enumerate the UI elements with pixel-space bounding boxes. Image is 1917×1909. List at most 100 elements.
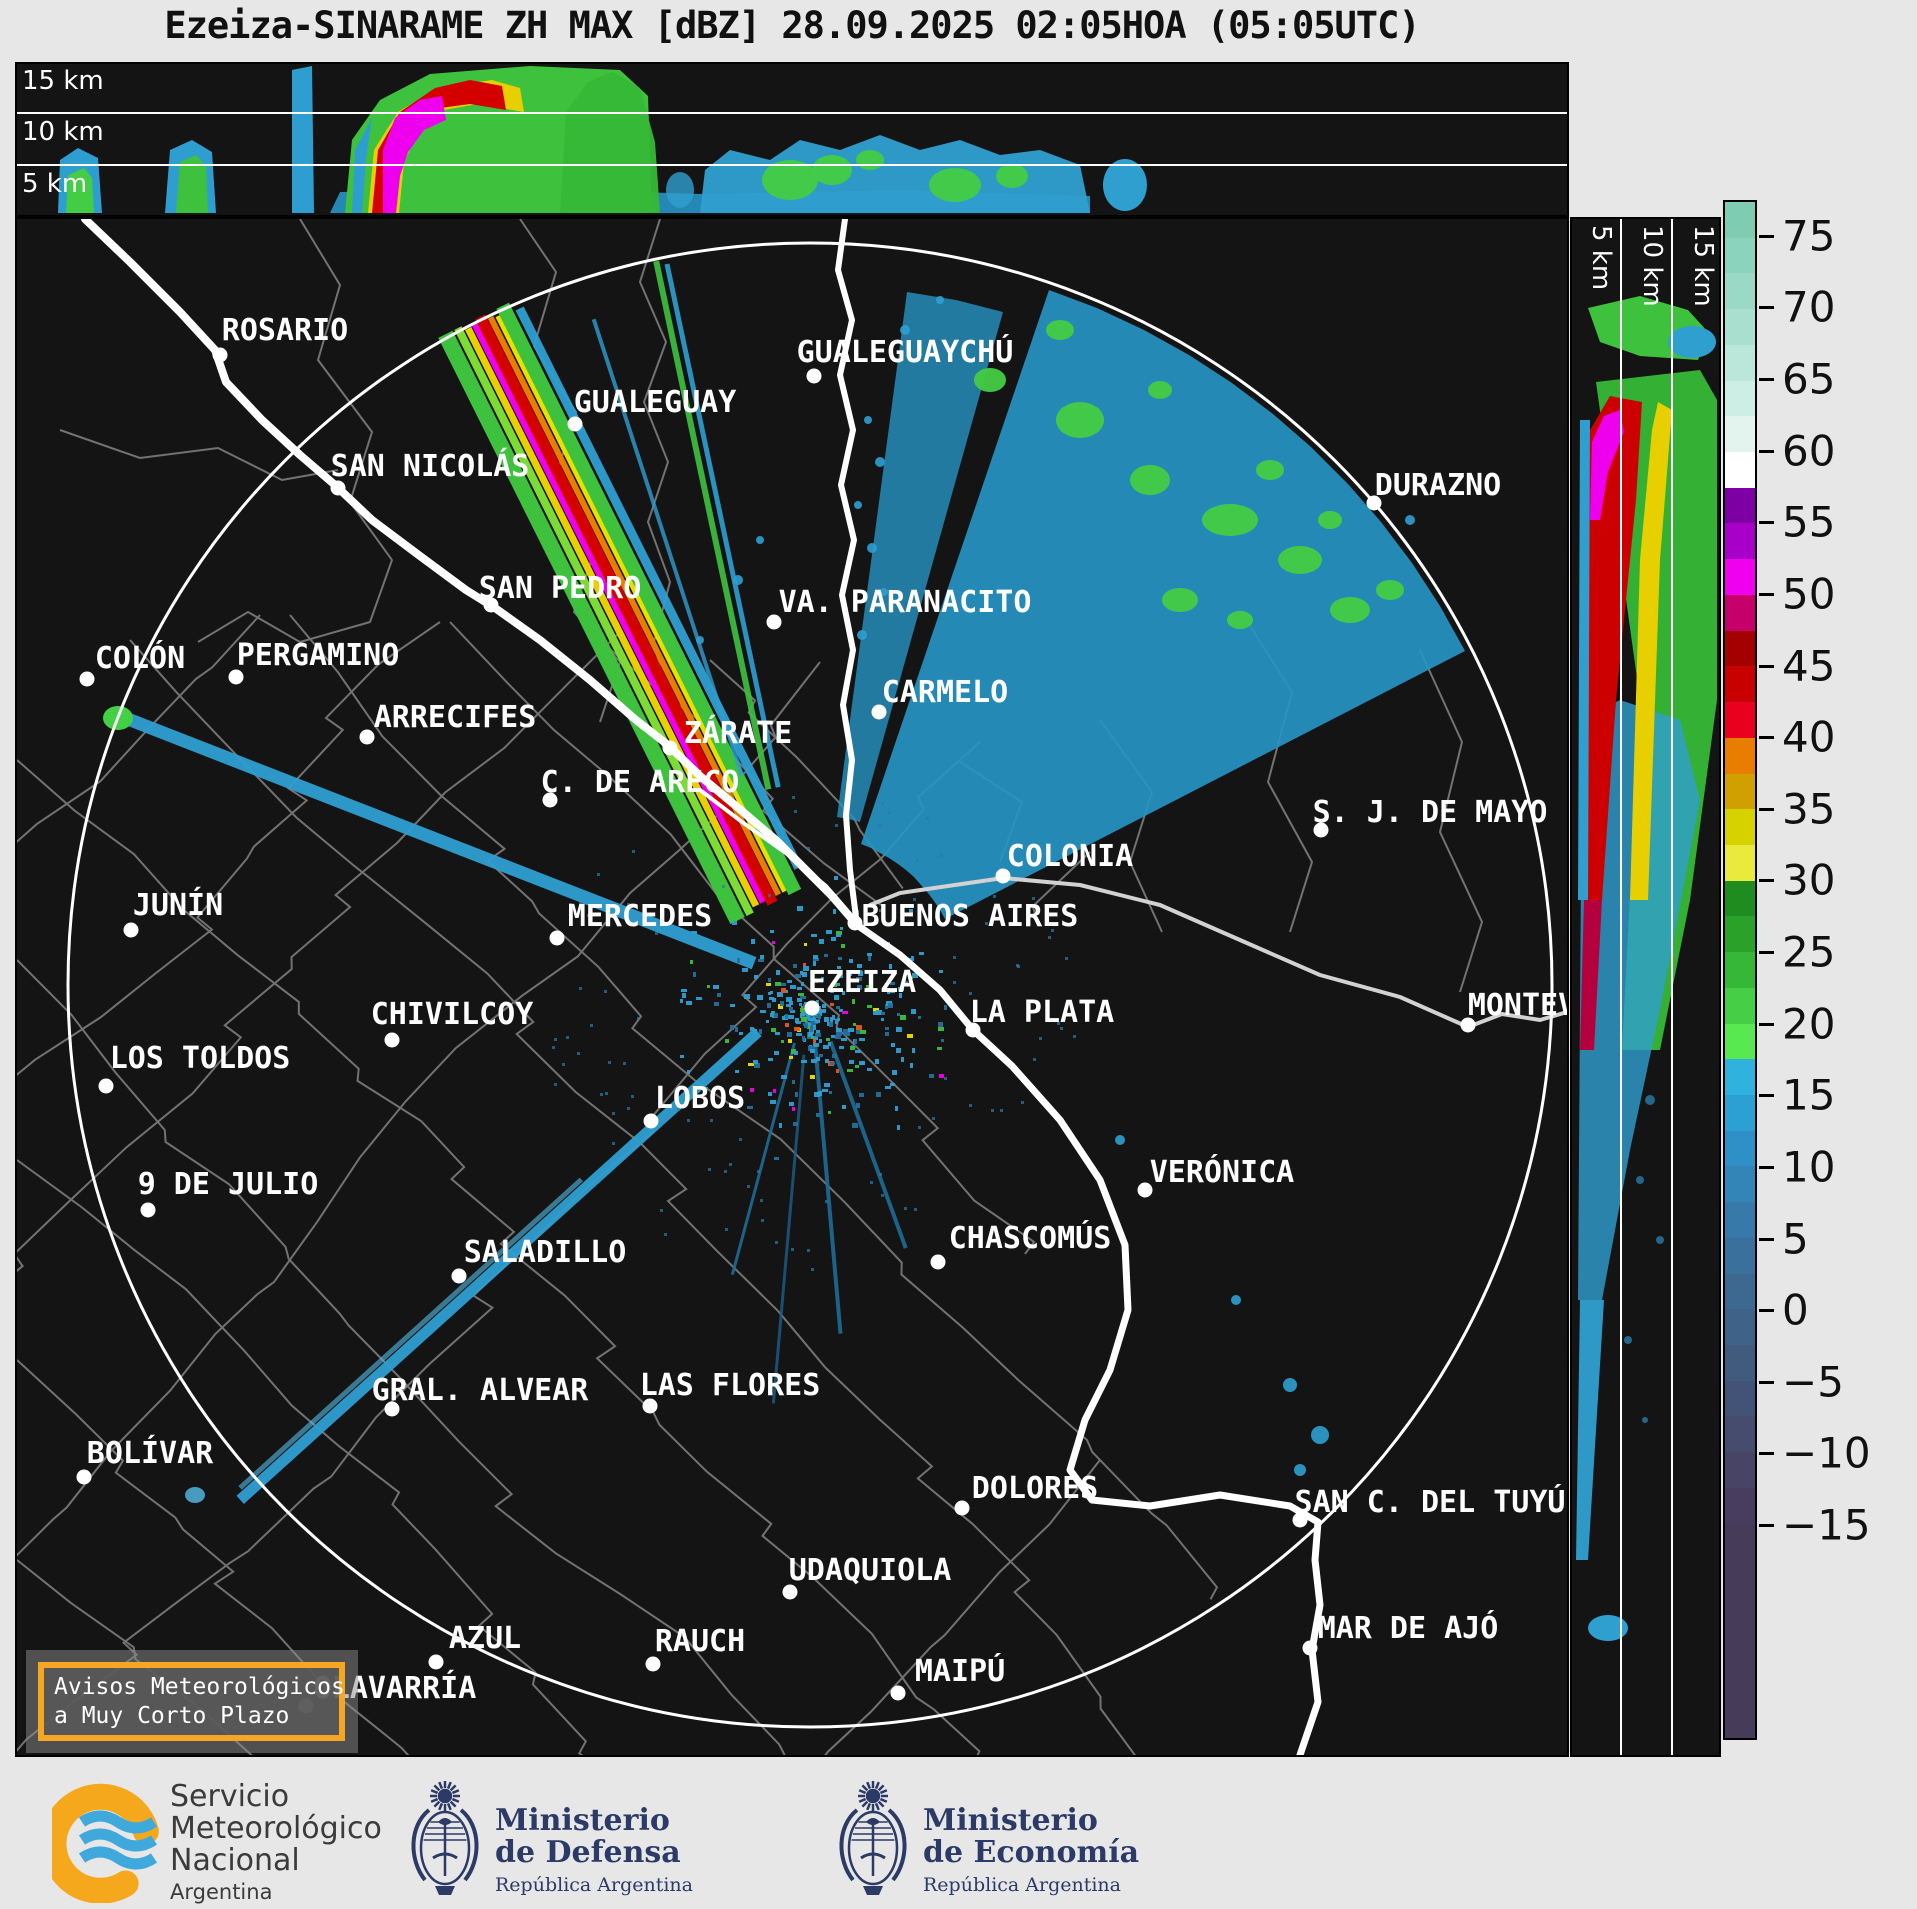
ministerio-defensa-logo: Ministerio de Defensa República Argentin…: [400, 1778, 730, 1908]
smn-line-2: Meteorológico: [170, 1811, 382, 1846]
city-label: DURAZNO: [1375, 468, 1501, 503]
colorbar-tick: [1759, 1094, 1774, 1098]
colorbar-tick-label: −5: [1782, 1357, 1844, 1407]
city-label: DOLORES: [972, 1471, 1098, 1506]
city-label: VA. PARANACITO: [779, 585, 1032, 620]
city-dot: [645, 1656, 661, 1672]
city-label: GRAL. ALVEAR: [372, 1373, 590, 1408]
defensa-name-2: de Defensa: [495, 1835, 681, 1870]
rivers-coastlines: [81, 219, 1567, 1755]
colorbar-band: [1725, 487, 1755, 524]
city-dot: [662, 740, 678, 756]
colorbar-tick-label: 70: [1782, 282, 1836, 332]
cities: ROSARIO GUALEGUAYCHÚ GUALEGUAY SAN NICOLÁS D…: [76, 313, 1567, 1714]
colorbar-tick-label: −15: [1782, 1500, 1871, 1550]
city-label: SAN C. DEL TUYÚ: [1295, 1483, 1566, 1520]
colorbar-tick: [1759, 306, 1774, 310]
warning-box-line1: Avisos Meteorológicos: [54, 1673, 345, 1700]
city-label: 9 DE JULIO: [138, 1167, 319, 1202]
city-label: GUALEGUAY: [574, 385, 737, 420]
colorbar-tick-label: 30: [1782, 855, 1836, 905]
colorbar-tick: [1759, 1165, 1774, 1169]
colorbar-tick-label: 0: [1782, 1285, 1809, 1335]
ministerio-economia-logo: Ministerio de Economía República Argenti…: [828, 1778, 1168, 1908]
city-label: S. J. DE MAYO: [1313, 795, 1548, 830]
colorbar-tick: [1759, 1524, 1774, 1528]
city-label: SAN NICOLÁS: [331, 448, 530, 484]
colorbar-tick: [1759, 592, 1774, 596]
city-label: MERCEDES: [568, 899, 713, 934]
colorbar-band: [1725, 880, 1755, 917]
colorbar-band: [1725, 1416, 1755, 1453]
colorbar-band: [1725, 1130, 1755, 1167]
colorbar-tick-label: 25: [1782, 927, 1836, 977]
city-dot: [1302, 1640, 1318, 1656]
colorbar-tick: [1759, 1380, 1774, 1384]
colorbar-band: [1725, 594, 1755, 631]
colorbar-tick-label: 65: [1782, 354, 1836, 404]
warning-box: Avisos Meteorológicos a Muy Corto Plazo: [38, 1662, 345, 1741]
smn-logo: Servicio Meteorológico Nacional Argentin…: [52, 1778, 452, 1904]
colorbar-tick-label: 55: [1782, 497, 1836, 547]
colorbar-band: [1725, 237, 1755, 274]
colorbar-band: [1725, 1202, 1755, 1238]
colorbar-band: [1725, 1023, 1755, 1060]
colorbar-band: [1725, 1166, 1755, 1203]
city-dot: [359, 729, 375, 745]
city-label: UDAQUIOLA: [789, 1553, 952, 1588]
city-dot: [79, 671, 95, 687]
city-dot: [330, 480, 346, 496]
city-label: COLONIA: [1007, 839, 1133, 874]
smn-logo-icon: [52, 1783, 159, 1903]
city-dot: [567, 416, 583, 432]
city-label: GUALEGUAYCHÚ: [797, 333, 1014, 370]
colorbar-tick: [1759, 664, 1774, 668]
colorbar-band: [1725, 844, 1755, 881]
colorbar-tick: [1759, 807, 1774, 811]
colorbar-tick: [1759, 1237, 1774, 1241]
colorbar-band: [1725, 737, 1755, 774]
city-dot: [483, 597, 499, 613]
reflectivity-colorbar: [1723, 200, 1757, 1740]
economia-name-1: Ministerio: [923, 1803, 1098, 1838]
city-dot: [1460, 1017, 1476, 1033]
city-label: LOS TOLDOS: [110, 1041, 291, 1076]
city-dot: [1137, 1182, 1153, 1198]
city-label: ARRECIFES: [374, 700, 537, 735]
city-label: BUENOS AIRES: [862, 899, 1079, 934]
colorbar-tick: [1759, 521, 1774, 525]
colorbar-tick-label: 50: [1782, 569, 1836, 619]
colorbar-band: [1725, 666, 1755, 703]
city-label: LAS FLORES: [640, 1368, 821, 1403]
city-label: MAIPÚ: [915, 1652, 1005, 1689]
city-dot: [228, 669, 244, 685]
warning-box-line2: a Muy Corto Plazo: [54, 1702, 290, 1729]
city-label: SALADILLO: [464, 1235, 627, 1270]
colorbar-tick: [1759, 378, 1774, 382]
city-dot: [804, 1000, 820, 1016]
page-title: Ezeiza-SINARAME ZH MAX [dBZ] 28.09.2025 …: [164, 4, 1420, 47]
city-dot: [965, 1022, 981, 1038]
colorbar-band: [1725, 452, 1755, 488]
city-label: CHIVILCOY: [371, 997, 534, 1032]
colorbar-band: [1725, 1487, 1755, 1524]
height-label-5km-right: 5 km: [1586, 225, 1616, 291]
range-circle: [66, 241, 1554, 1729]
city-dot: [890, 1685, 906, 1701]
city-label: ZÁRATE: [684, 715, 792, 751]
radar-echoes: [103, 260, 1465, 1504]
colorbar-tick: [1759, 1309, 1774, 1313]
city-dot: [451, 1268, 467, 1284]
city-label: VERÓNICA: [1150, 1153, 1295, 1190]
height-label-15km-right: 15 km: [1688, 225, 1718, 307]
city-label: MONTEV: [1468, 988, 1567, 1023]
colorbar-tick: [1759, 1452, 1774, 1456]
colorbar-band: [1725, 416, 1755, 453]
city-dot: [98, 1078, 114, 1094]
city-dot: [212, 347, 228, 363]
colorbar-band: [1725, 773, 1755, 810]
city-dot: [995, 868, 1011, 884]
city-dot: [642, 1398, 658, 1414]
city-dot: [140, 1202, 156, 1218]
